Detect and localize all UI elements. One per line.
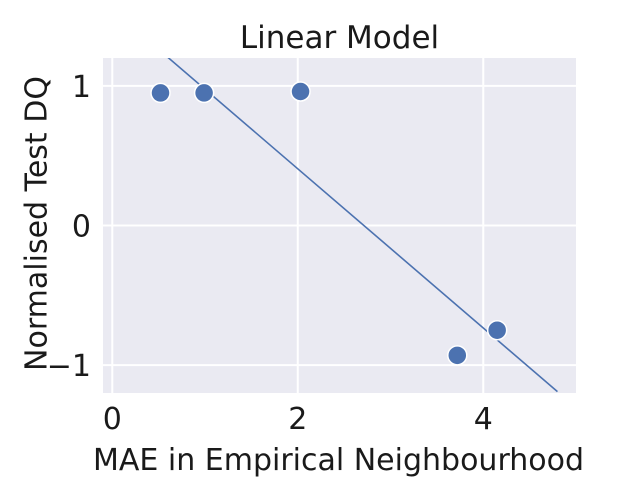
data-point	[193, 82, 215, 104]
data-point	[447, 345, 468, 366]
data-point	[150, 82, 171, 104]
x-axis-label: MAE in Empirical Neighbourhood	[93, 443, 584, 478]
y-tick-label: 1	[72, 70, 91, 105]
x-tick-label: 4	[474, 402, 493, 437]
chart-title: Linear Model	[240, 20, 439, 56]
data-point	[290, 81, 311, 102]
x-tick-label: 2	[288, 402, 307, 437]
grid	[103, 58, 576, 393]
y-tick-label: 0	[72, 210, 91, 245]
x-tick-label: 0	[103, 402, 122, 437]
y-tick-label: −1	[47, 349, 91, 384]
data-point	[486, 319, 508, 341]
y-axis-label: Normalised Test DQ	[20, 76, 55, 371]
tick-labels: 0 2 4 −1 0 1	[47, 70, 493, 437]
points-layer	[150, 81, 508, 366]
